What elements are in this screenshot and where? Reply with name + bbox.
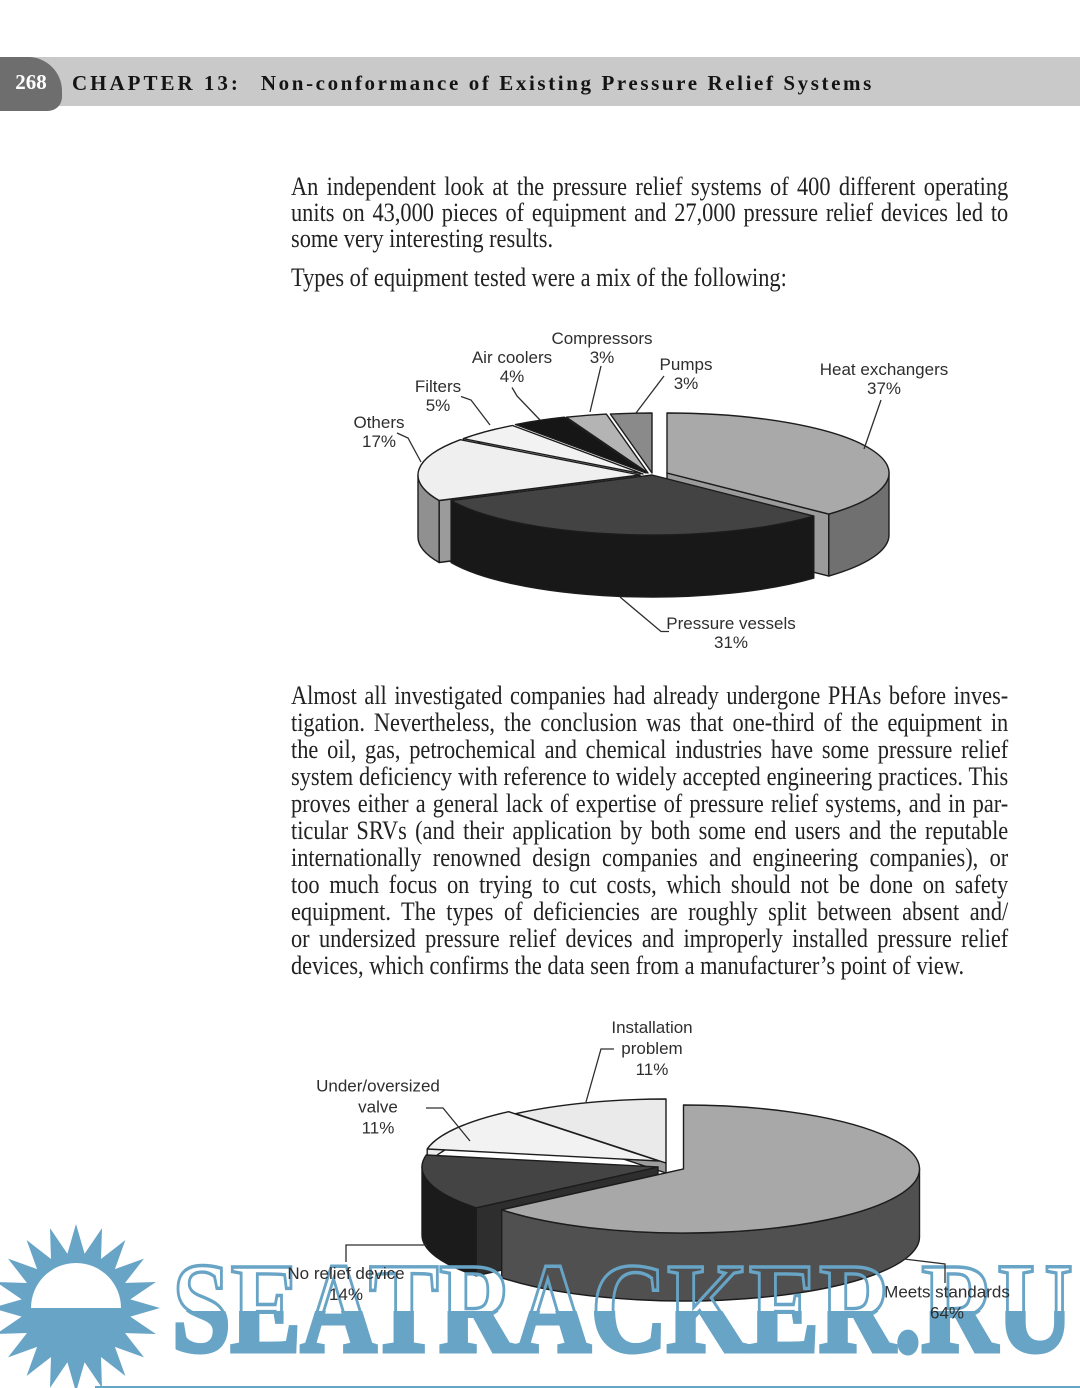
svg-text:14%: 14% [329, 1285, 363, 1304]
svg-text:Others: Others [353, 413, 404, 432]
svg-text:3%: 3% [674, 374, 699, 393]
svg-text:Pressure vessels: Pressure vessels [666, 614, 795, 633]
svg-text:5%: 5% [426, 396, 451, 415]
svg-text:SEATRACKER.RU: SEATRACKER.RU [172, 1237, 1073, 1379]
svg-text:11%: 11% [362, 1119, 395, 1138]
svg-text:3%: 3% [590, 348, 615, 367]
svg-text:Under/oversized: Under/oversized [316, 1077, 440, 1096]
svg-text:valve: valve [358, 1098, 398, 1117]
svg-text:Installation: Installation [611, 1018, 692, 1037]
svg-text:Air coolers: Air coolers [472, 348, 552, 367]
svg-text:11%: 11% [636, 1060, 669, 1079]
svg-text:problem: problem [621, 1039, 682, 1058]
svg-text:64%: 64% [930, 1304, 964, 1323]
svg-text:Meets standards: Meets standards [884, 1283, 1010, 1302]
svg-text:17%: 17% [362, 432, 396, 451]
svg-text:No relief device: No relief device [287, 1264, 404, 1283]
svg-text:Pumps: Pumps [660, 355, 713, 374]
svg-text:37%: 37% [867, 379, 901, 398]
svg-text:Heat exchangers: Heat exchangers [820, 360, 949, 379]
svg-text:Filters: Filters [415, 377, 461, 396]
svg-text:Compressors: Compressors [551, 329, 652, 348]
svg-text:31%: 31% [714, 633, 748, 652]
svg-text:4%: 4% [500, 367, 525, 386]
svg-text:SEATRACKER.RU: SEATRACKER.RU [172, 1237, 1073, 1379]
